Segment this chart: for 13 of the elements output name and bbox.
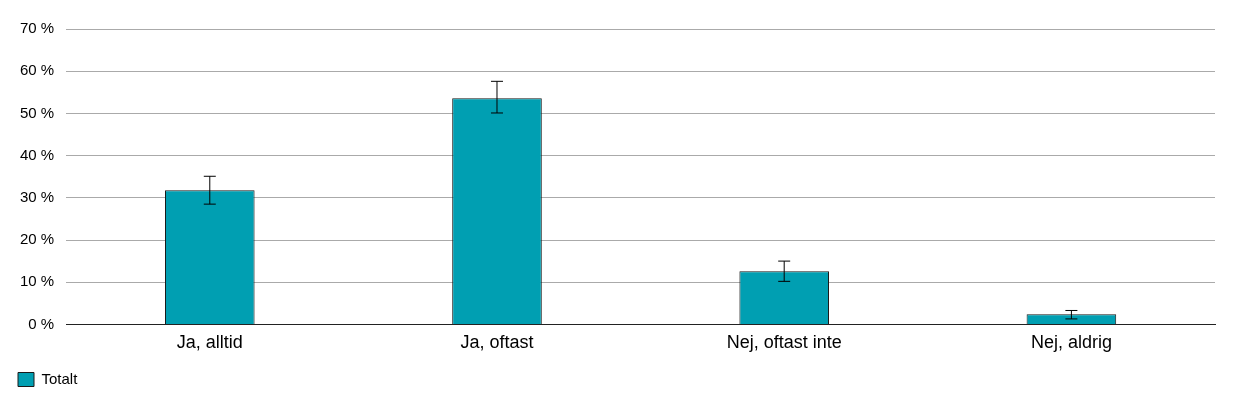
y-tick-label: 40 % <box>19 145 55 163</box>
x-tick-label: Nej, oftast inte <box>726 332 842 353</box>
y-tick-label: 70 % <box>19 19 55 37</box>
x-tick-label: Nej, aldrig <box>1030 332 1112 353</box>
x-tick-label: Ja, alltid <box>176 332 243 353</box>
y-tick-label: 30 % <box>19 187 55 205</box>
legend-label: Totalt <box>41 369 79 387</box>
y-tick-label: 10 % <box>19 272 55 290</box>
y-tick-label: 0 % <box>28 314 55 332</box>
y-tick-label: 60 % <box>19 61 55 79</box>
x-tick-label: Ja, oftast <box>460 332 534 353</box>
y-tick-label: 50 % <box>19 103 55 121</box>
y-tick-label: 20 % <box>19 230 55 248</box>
